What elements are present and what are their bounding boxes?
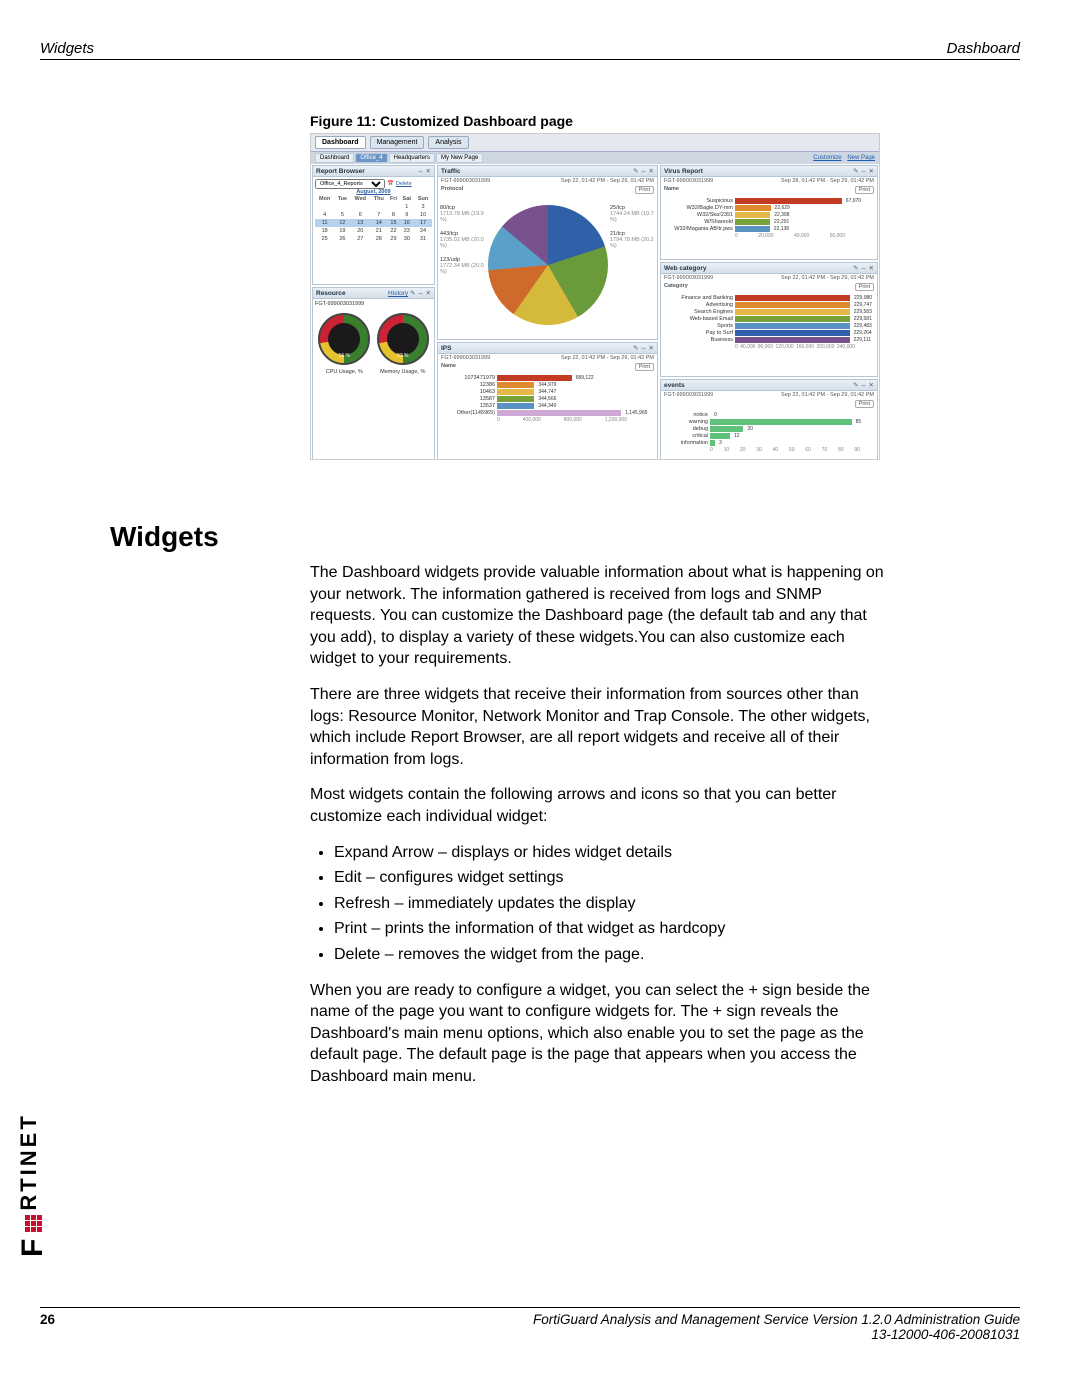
subtab-dashboard[interactable]: Dashboard <box>315 153 354 163</box>
header-right: Dashboard <box>947 40 1020 57</box>
ips-bar-chart: 1073471979689,12212386344,97910463344,74… <box>438 372 657 459</box>
widget-events: events ✎ ⇔ ✕ FGT-999003031999 Sep 22, 01:4… <box>660 379 878 460</box>
main-tabbar: Dashboard Management Analysis <box>311 134 879 152</box>
traffic-range: Sep 22, 01:42 PM - Sep 29, 01:42 PM <box>561 178 654 184</box>
resource-title: Resource <box>316 290 346 297</box>
pie-labels-left: 80/tcp1713.78 MB (19.9 %)443/tcp1735.02 … <box>440 197 485 337</box>
paragraph-4: When you are ready to configure a widget… <box>310 980 885 1088</box>
page-header: Widgets Dashboard <box>40 40 1020 60</box>
fortinet-icon <box>25 1215 42 1232</box>
widget-ips: IPS ✎ ⇔ ✕ FGT-999003031999 Sep 22, 01:42 P… <box>437 342 658 460</box>
widget-virus: Virus Report ✎ ⇔ ✕ FGT-999003031999 Sep 28… <box>660 165 878 260</box>
footer-line1: FortiGuard Analysis and Management Servi… <box>533 1312 1020 1327</box>
traffic-protocol-label: Protocol <box>441 186 463 194</box>
webcat-bar-chart: Finance and Banking229,980Advertising229… <box>661 292 877 376</box>
bullet-item: Delete – removes the widget from the pag… <box>334 944 885 966</box>
report-browser-title: Report Browser <box>316 168 365 175</box>
delete-link[interactable]: Delete <box>396 181 412 187</box>
bullet-item: Refresh – immediately updates the displa… <box>334 893 885 915</box>
paragraph-1: The Dashboard widgets provide valuable i… <box>310 562 885 670</box>
events-range: Sep 22, 01:42 PM - Sep 29, 01:42 PM <box>781 392 874 398</box>
mem-gauge: 93 % <box>377 313 429 365</box>
subtab-mynew[interactable]: My New Page <box>436 153 483 163</box>
section-title: Widgets <box>110 521 219 553</box>
fortinet-logo: F RTINET <box>16 1113 42 1257</box>
resource-device: FGT-999003031999 <box>315 301 432 307</box>
virus-name-label: Name <box>664 186 679 194</box>
virus-bar-chart: Suspicious67,970W32/Bagle.DY-mm22,629W32… <box>661 195 877 259</box>
link-customize[interactable]: Customize <box>813 155 841 161</box>
ips-name-label: Name <box>441 363 456 371</box>
tab-dashboard[interactable]: Dashboard <box>315 136 366 149</box>
widget-controls-icon[interactable]: ✎ ⇔ ✕ <box>853 264 874 272</box>
footer-line2: 13-12000-406-20081031 <box>871 1327 1020 1342</box>
virus-device: FGT-999003031999 <box>664 178 713 184</box>
widget-controls-icon[interactable]: ✎ ⇔ ✕ <box>853 167 874 175</box>
report-select[interactable]: Office_4_Reports <box>315 179 385 189</box>
traffic-device: FGT-999003031999 <box>441 178 490 184</box>
widget-resource: ResourceHistory ✎ ⇔ ✕ FGT-999003031999 1… <box>312 287 435 460</box>
pie-labels-right: 25/tcp1744.24 MB (19.7 %)21/tcp1794.78 M… <box>610 197 655 337</box>
virus-title: Virus Report <box>664 168 703 175</box>
tab-analysis[interactable]: Analysis <box>428 136 468 149</box>
sub-tabbar: Dashboard Office_4 Headquarters My New P… <box>311 152 879 164</box>
page-footer: 26 FortiGuard Analysis and Management Se… <box>40 1307 1020 1342</box>
body-text: The Dashboard widgets provide valuable i… <box>310 562 885 1101</box>
history-link[interactable]: History <box>388 290 408 297</box>
logo-text: RTINET <box>16 1113 42 1210</box>
widget-controls-icon[interactable]: ⇔ ✕ <box>417 167 431 175</box>
virus-range: Sep 28, 01:42 PM - Sep 29, 01:42 PM <box>781 178 874 184</box>
traffic-title: Traffic <box>441 168 461 175</box>
ips-title: IPS <box>441 345 451 352</box>
ips-device: FGT-999003031999 <box>441 355 490 361</box>
webcat-device: FGT-999003031999 <box>664 275 713 281</box>
print-button[interactable]: Print <box>855 400 874 408</box>
ips-range: Sep 22, 01:42 PM - Sep 29, 01:42 PM <box>561 355 654 361</box>
mem-label: Memory Usage, % <box>375 369 431 375</box>
traffic-pie-chart <box>488 205 608 325</box>
print-button[interactable]: Print <box>635 186 654 194</box>
widget-controls-icon[interactable]: ✎ ⇔ ✕ <box>633 344 654 352</box>
bullet-item: Expand Arrow – displays or hides widget … <box>334 842 885 864</box>
widget-controls-icon[interactable]: ✎ ⇔ ✕ <box>633 167 654 175</box>
header-left: Widgets <box>40 40 94 57</box>
print-button[interactable]: Print <box>635 363 654 371</box>
page-number: 26 <box>40 1312 55 1327</box>
webcat-name-label: Category <box>664 283 688 291</box>
events-title: events <box>664 382 685 389</box>
link-newpage[interactable]: New Page <box>847 155 875 161</box>
widget-traffic: Traffic ✎ ⇔ ✕ FGT-999003031999 Sep 22, 01:… <box>437 165 658 340</box>
print-button[interactable]: Print <box>855 283 874 291</box>
events-device: FGT-999003031999 <box>664 392 713 398</box>
bullet-item: Edit – configures widget settings <box>334 867 885 889</box>
dashboard-screenshot: Dashboard Management Analysis Dashboard … <box>310 133 880 460</box>
bullet-item: Print – prints the information of that w… <box>334 918 885 940</box>
tab-management[interactable]: Management <box>370 136 425 149</box>
bullet-list: Expand Arrow – displays or hides widget … <box>334 842 885 966</box>
calendar: MonTueWedThuFriSatSun 134567891011121314… <box>315 195 432 243</box>
widget-report-browser: Report Browser ⇔ ✕ Office_4_Reports 📅 Del… <box>312 165 435 285</box>
widget-controls-icon[interactable]: ✎ ⇔ ✕ <box>853 381 874 389</box>
webcat-title: Web category <box>664 265 707 272</box>
subtab-hq[interactable]: Headquarters <box>389 153 435 163</box>
webcat-range: Sep 22, 01:42 PM - Sep 29, 01:42 PM <box>781 275 874 281</box>
cpu-label: CPU Usage, % <box>316 369 372 375</box>
print-button[interactable]: Print <box>855 186 874 194</box>
top-links: Customize New Page <box>809 155 875 161</box>
widget-webcat: Web category ✎ ⇔ ✕ FGT-999003031999 Sep 22… <box>660 262 878 377</box>
figure-caption: Figure 11: Customized Dashboard page <box>310 113 573 129</box>
calendar-icon[interactable]: 📅 <box>387 181 394 187</box>
events-bar-chart: notice0warning85debug20critical12informa… <box>661 409 877 459</box>
cpu-gauge: 16 % <box>318 313 370 365</box>
subtab-office4[interactable]: Office_4 <box>355 153 387 163</box>
paragraph-2: There are three widgets that receive the… <box>310 684 885 770</box>
paragraph-3: Most widgets contain the following arrow… <box>310 784 885 827</box>
